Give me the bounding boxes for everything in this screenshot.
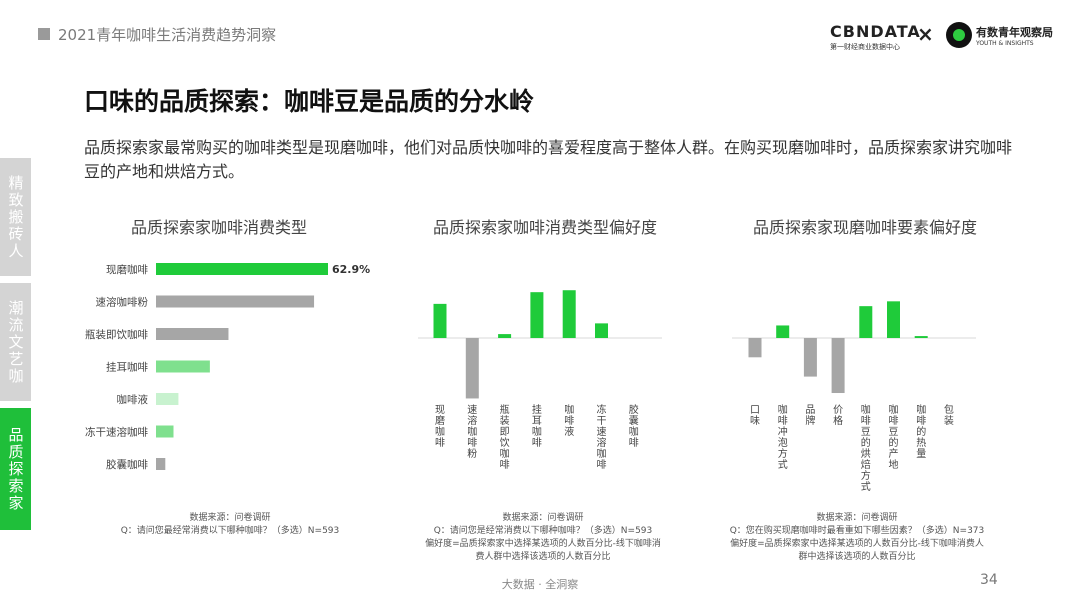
chart2-bar — [595, 323, 608, 338]
cbndata-logo-subtitle: 第一财经商业数据中心 — [830, 43, 900, 51]
chart1-bar — [156, 295, 315, 308]
chart2-bar — [498, 334, 512, 338]
header-square-marker — [38, 28, 50, 40]
chart3-note: 数据来源：问卷调研 Q：您在购买现磨咖啡时最看重如下哪些因素？（多选）N=373… — [707, 512, 1007, 564]
chart3-bar — [776, 325, 790, 338]
chart3-category-label: 咖啡豆的产地 — [889, 404, 899, 471]
chart2-category-label: 冻干速溶咖啡 — [597, 403, 607, 471]
chart3-category-label: 品牌 — [805, 404, 815, 427]
chart1-category-label: 冻干速溶咖啡 — [85, 426, 148, 439]
chart1-bar — [156, 425, 174, 438]
chart3-category-label: 价格 — [833, 404, 843, 427]
chart2-note-line: 偏好度=品质探索家中选择某选项的人数百分比-线下咖啡消 — [425, 539, 661, 549]
chart3-category-label: 咖啡豆的烘焙方式 — [861, 404, 871, 493]
footer-tagline: 大数据 · 全洞察 — [501, 578, 579, 591]
youth-insights-logo-eye — [953, 29, 965, 41]
chart3-bar — [887, 301, 900, 338]
chart1-category-label: 现磨咖啡 — [106, 264, 148, 276]
chart2-title: 品质探索家咖啡消费类型偏好度 — [432, 218, 657, 237]
chart1-value-label: 62.9% — [332, 263, 370, 276]
chart3-title: 品质探索家现磨咖啡要素偏好度 — [752, 218, 977, 237]
chart1-category-label: 挂耳咖啡 — [106, 361, 148, 374]
chart2-bar — [465, 338, 479, 399]
chart1-category-label: 胶囊咖啡 — [106, 458, 148, 471]
chart3-note-line: Q：您在购买现磨咖啡时最看重如下哪些因素？（多选）N=373 — [729, 526, 985, 536]
chart1-bar — [156, 263, 328, 275]
chart2-bar — [562, 290, 576, 338]
chart2-note-line: 费人群中选择该选项的人数百分比 — [475, 552, 611, 562]
chart1-category-label: 咖啡液 — [117, 393, 149, 406]
chart3-bar — [803, 338, 817, 377]
chart3-note-line: 数据来源：问卷调研 — [816, 513, 898, 523]
report-title: 2021青年咖啡生活消费趋势洞察 — [58, 26, 277, 44]
chart1-bar — [156, 360, 210, 373]
chart2-category-label: 胶囊咖啡 — [629, 403, 639, 449]
chart1-title: 品质探索家咖啡消费类型 — [130, 218, 307, 237]
chart2-note-line: 数据来源：问卷调研 — [502, 513, 584, 523]
side-tab-chaoliu[interactable]: 潮流文艺咖 — [0, 283, 31, 401]
side-tab-jingzhi[interactable]: 精致搬砖人 — [0, 158, 31, 276]
chart1-category-label: 瓶装即饮咖啡 — [85, 328, 148, 341]
chart2-vertical-bar: 现磨咖啡 速溶咖啡粉 瓶装即饮咖啡 挂耳咖啡 咖啡液 冻干速溶咖啡 胶囊咖啡 — [418, 290, 662, 471]
youth-insights-logo-text: 有数青年观察局 — [976, 26, 1053, 39]
chart2-note-line: Q：请问您是经常消费以下哪种咖啡？（多选）N=593 — [433, 526, 653, 536]
chart1-note-line: Q：请问您最经常消费以下哪种咖啡？（多选）N=593 — [120, 526, 340, 536]
chart3-category-label: 咖啡冲泡方式 — [778, 404, 788, 471]
chart2-bar — [433, 303, 447, 338]
chart2-category-label: 现磨咖啡 — [435, 404, 445, 449]
chart1-bar — [156, 458, 166, 470]
chart3-category-label: 口味 — [750, 405, 760, 427]
chart2-category-label: 咖啡液 — [564, 404, 574, 438]
chart1-note: 数据来源：问卷调研 Q：请问您最经常消费以下哪种咖啡？（多选）N=593 — [60, 512, 400, 538]
chart3-bar — [859, 306, 873, 338]
chart3-bar — [831, 338, 845, 394]
chart2-bar — [530, 292, 544, 338]
side-tab-pinzhi[interactable]: 品质探索家 — [0, 408, 31, 530]
chart3-category-label: 咖啡的热量 — [916, 404, 926, 460]
chart3-bar — [748, 338, 762, 358]
page-number: 34 — [980, 572, 998, 588]
chart2-category-label: 瓶装即饮咖啡 — [500, 403, 510, 471]
chart2-category-label: 挂耳咖啡 — [532, 403, 542, 449]
chart2-category-label: 速溶咖啡粉 — [467, 404, 477, 460]
logo-separator: × — [917, 22, 934, 46]
chart2-note: 数据来源：问卷调研 Q：请问您是经常消费以下哪种咖啡？（多选）N=593 偏好度… — [398, 512, 688, 564]
chart3-category-label: 包装 — [944, 403, 954, 427]
chart1-note-line: 数据来源：问卷调研 — [189, 513, 271, 523]
chart3-bar — [914, 336, 928, 338]
summary-text: 品质探索家最常购买的咖啡类型是现磨咖啡，他们对品质快咖啡的喜爱程度高于整体人群。… — [84, 138, 1013, 181]
chart3-note-line: 偏好度=品质探索家中选择某选项的人数百分比-线下咖啡消费人 — [730, 539, 984, 549]
chart1-bar — [156, 328, 229, 340]
chart1-category-label: 速溶咖啡粉 — [96, 296, 149, 309]
chart3-note-line: 群中选择该选项的人数百分比 — [798, 552, 916, 562]
chart1-bar — [156, 393, 179, 405]
cbndata-logo: CBNDATA — [830, 22, 921, 41]
page-title: 口味的品质探索：咖啡豆是品质的分水岭 — [84, 87, 535, 116]
youth-insights-logo-subtitle: YOUTH & INSIGHTS — [976, 40, 1034, 47]
